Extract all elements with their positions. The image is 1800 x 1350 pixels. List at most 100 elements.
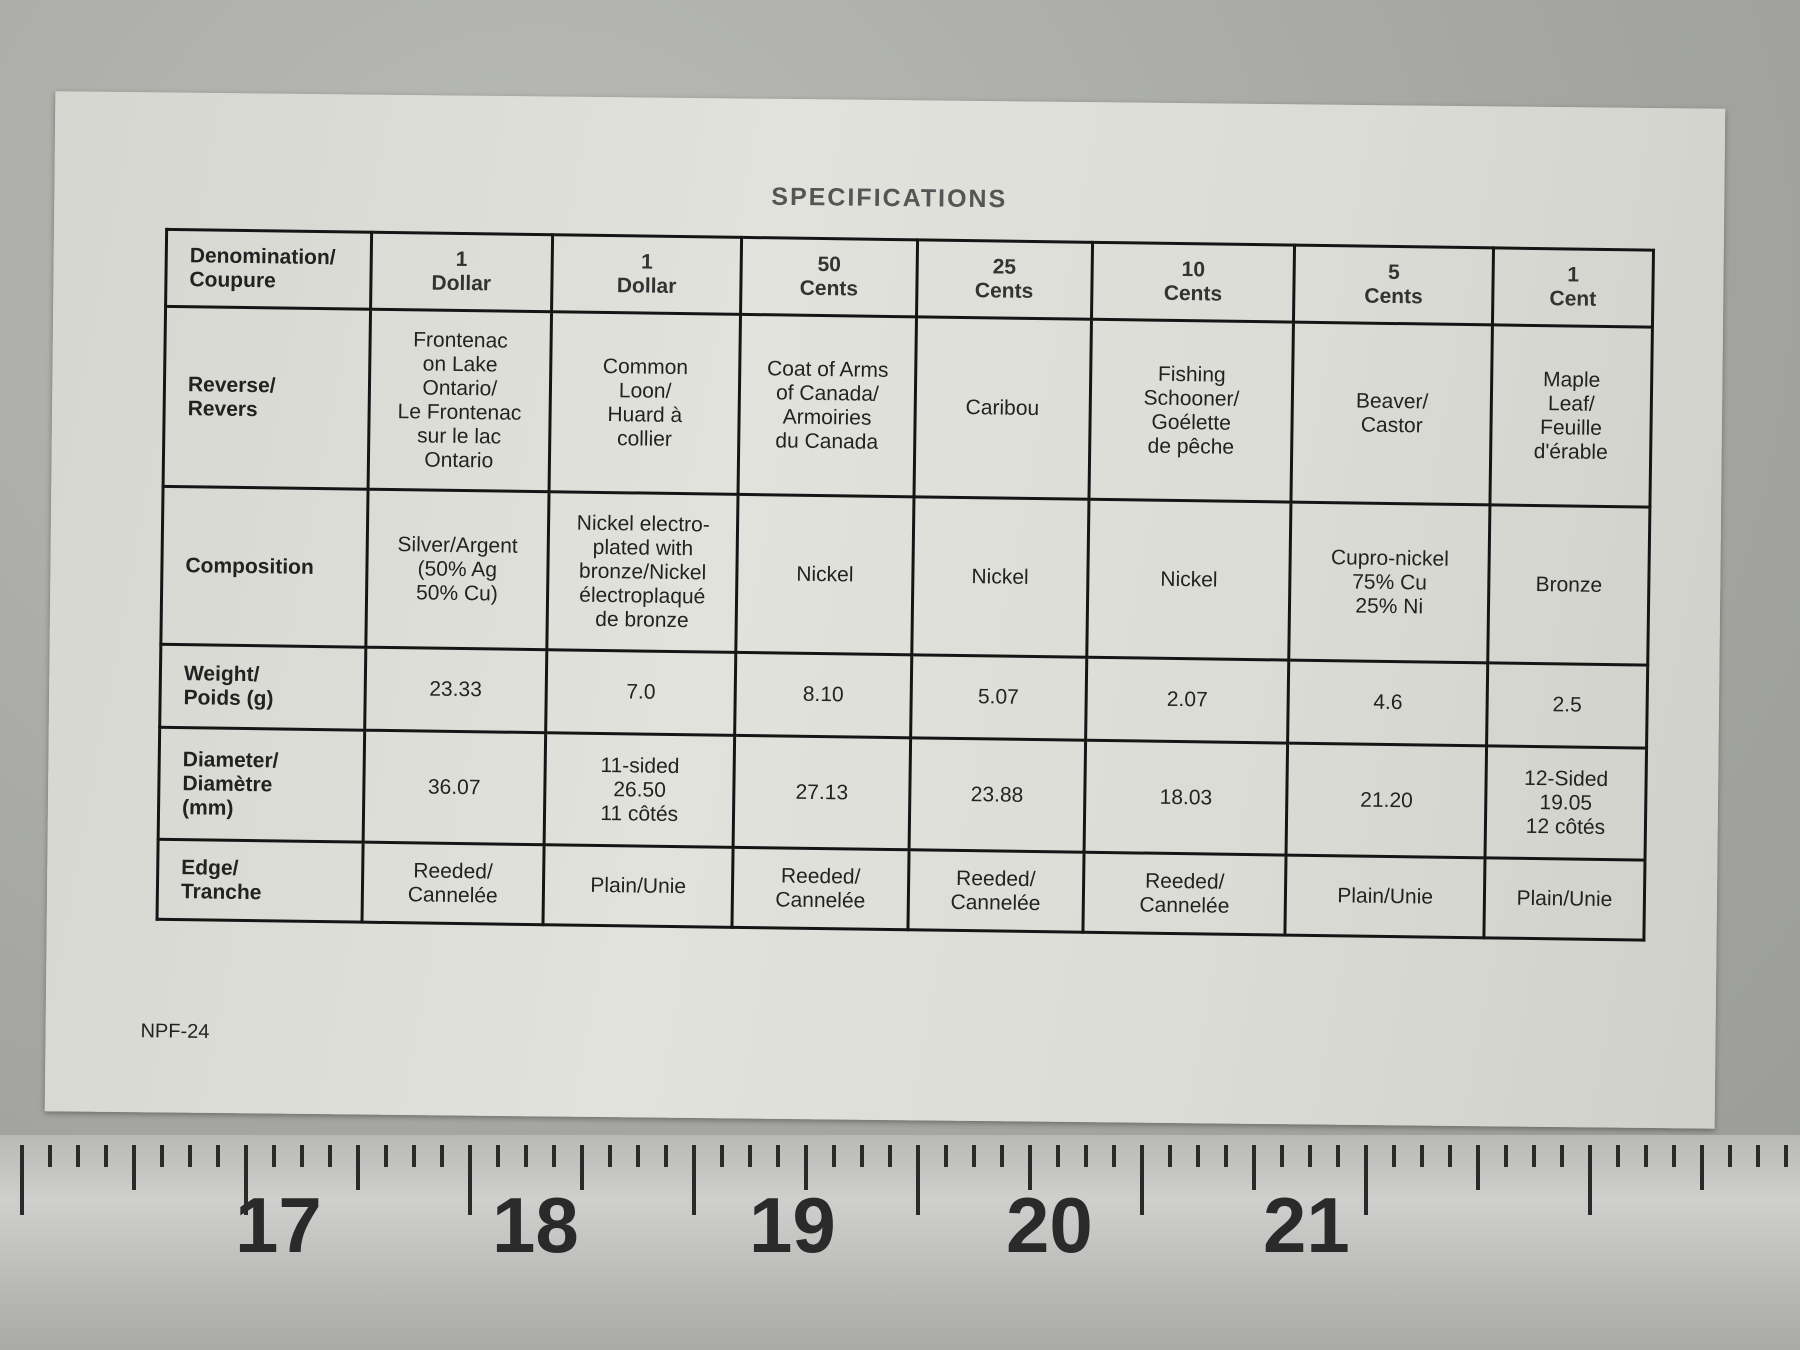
table-cell: Plain/Unie: [542, 844, 734, 928]
table-cell: 23.88: [908, 737, 1086, 853]
table-cell: Reeded/ Cannelée: [732, 847, 909, 930]
ruler-tick: [496, 1145, 500, 1167]
ruler-tick: [916, 1145, 920, 1215]
table-cell: 2.07: [1085, 657, 1290, 744]
spec-card: SPECIFICATIONS Denomination/ Coupure 1 Do…: [44, 91, 1726, 1129]
ruler-tick: [1224, 1145, 1228, 1167]
table-cell: Nickel: [736, 494, 914, 655]
table-cell: 11-sided 26.50 11 côtés: [544, 732, 736, 848]
ruler-tick: [1336, 1145, 1340, 1167]
ruler-tick: [552, 1145, 556, 1167]
ruler-tick: [1476, 1145, 1480, 1190]
table-cell: Frontenac on Lake Ontario/ Le Frontenac …: [367, 309, 552, 492]
ruler-number: 17: [235, 1181, 322, 1269]
ruler-tick: [1588, 1145, 1592, 1215]
table-cell: 23.33: [364, 647, 547, 733]
ruler-tick: [524, 1145, 528, 1167]
ruler-tick: [1084, 1145, 1088, 1167]
table-cell: 10 Cents: [1091, 242, 1295, 323]
ruler-tick: [832, 1145, 836, 1167]
table-cell: 2.5: [1486, 662, 1648, 749]
table-cell: Nickel: [911, 496, 1089, 658]
table-cell: Reeded/ Cannelée: [1082, 852, 1287, 936]
ruler-tick: [1504, 1145, 1508, 1167]
table-cell: 1 Cent: [1492, 247, 1654, 328]
ruler-tick: [328, 1145, 332, 1167]
table-row: Diameter/ Diamètre (mm) 36.07 11-sided 26.…: [158, 727, 1647, 861]
ruler-tick: [1056, 1145, 1060, 1167]
ruler-tick: [160, 1145, 164, 1167]
ruler-tick: [720, 1145, 724, 1167]
ruler-tick: [1168, 1145, 1172, 1167]
table-cell: Reeded/ Cannelée: [361, 842, 545, 925]
ruler-tick: [1700, 1145, 1704, 1190]
table-cell: 27.13: [733, 735, 911, 850]
table-cell: 21.20: [1286, 743, 1487, 858]
table-cell: Fishing Schooner/ Goélette de pêche: [1088, 319, 1294, 503]
ruler-number: 20: [1006, 1181, 1093, 1269]
ruler-tick: [1784, 1145, 1788, 1167]
ruler-tick: [76, 1145, 80, 1167]
table-cell: 8.10: [735, 652, 912, 738]
ruler-tick: [468, 1145, 472, 1215]
table-row: Reverse/ Revers Frontenac on Lake Ontario…: [163, 306, 1653, 508]
ruler-tick: [1252, 1145, 1256, 1190]
ruler-tick: [1420, 1145, 1424, 1167]
ruler-tick: [300, 1145, 304, 1167]
ruler-tick: [48, 1145, 52, 1167]
ruler-tick: [20, 1145, 24, 1215]
table-cell: 5 Cents: [1293, 245, 1494, 325]
ruler-tick: [776, 1145, 780, 1167]
ruler-tick: [1560, 1145, 1564, 1167]
table-cell: Reeded/ Cannelée: [907, 849, 1084, 933]
ruler-tick: [1392, 1145, 1396, 1167]
ruler-tick: [104, 1145, 108, 1167]
table-cell: 4.6: [1288, 660, 1488, 746]
ruler-tick: [748, 1145, 752, 1167]
ruler-tick: [1672, 1145, 1676, 1167]
ruler-tick: [1644, 1145, 1648, 1167]
table-cell: 1 Dollar: [551, 234, 743, 315]
table-cell: 12-Sided 19.05 12 côtés: [1485, 745, 1647, 861]
ruler: 17 18 19 20 21: [0, 1135, 1800, 1350]
table-cell: Silver/Argent (50% Ag 50% Cu): [365, 489, 550, 650]
ruler-tick: [1756, 1145, 1760, 1167]
ruler-tick: [972, 1145, 976, 1167]
spec-table: Denomination/ Coupure 1 Dollar 1 Dollar 50 …: [156, 228, 1656, 942]
ruler-tick: [272, 1145, 276, 1167]
row-label: Reverse/ Revers: [163, 306, 371, 490]
ruler-tick: [1728, 1145, 1732, 1167]
row-label: Denomination/ Coupure: [165, 229, 372, 310]
table-cell: 7.0: [545, 649, 737, 736]
table-cell: 5.07: [910, 654, 1087, 741]
table-cell: Bronze: [1487, 504, 1650, 666]
table-row: Composition Silver/Argent (50% Ag 50% Cu)…: [160, 486, 1650, 666]
ruler-tick: [188, 1145, 192, 1167]
ruler-tick: [636, 1145, 640, 1167]
row-label: Diameter/ Diamètre (mm): [158, 727, 365, 843]
ruler-tick: [1308, 1145, 1312, 1167]
ruler-tick: [1196, 1145, 1200, 1167]
ruler-tick: [1280, 1145, 1284, 1167]
ruler-tick: [356, 1145, 360, 1190]
ruler-tick: [1028, 1145, 1032, 1190]
row-label: Composition: [160, 486, 368, 648]
ruler-tick: [384, 1145, 388, 1167]
table-cell: 50 Cents: [740, 237, 918, 317]
table-cell: Common Loon/ Huard à collier: [549, 311, 741, 495]
ruler-tick: [216, 1145, 220, 1167]
ruler-tick: [692, 1145, 696, 1215]
ruler-tick: [244, 1145, 248, 1215]
ruler-tick: [664, 1145, 668, 1167]
ruler-tick: [608, 1145, 612, 1167]
ruler-tick: [1616, 1145, 1620, 1167]
table-cell: Plain/Unie: [1285, 855, 1486, 938]
table-cell: 36.07: [362, 730, 546, 845]
table-cell: 1 Dollar: [370, 232, 553, 312]
ruler-number: 21: [1263, 1181, 1350, 1269]
ruler-tick: [1000, 1145, 1004, 1167]
ruler-tick: [580, 1145, 584, 1190]
ruler-tick: [888, 1145, 892, 1167]
table-cell: Beaver/ Castor: [1291, 322, 1493, 505]
table-cell: Nickel electro- plated with bronze/Nicke…: [546, 491, 739, 653]
